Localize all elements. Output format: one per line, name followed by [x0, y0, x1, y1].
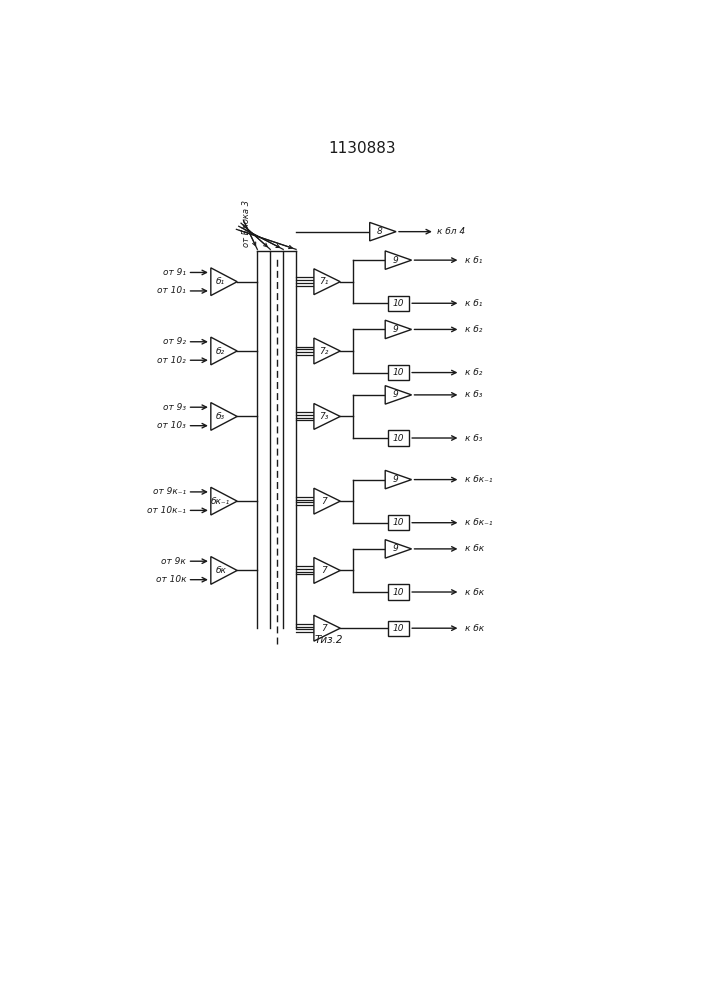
Text: 7₂: 7₂	[319, 347, 329, 356]
Text: 10: 10	[392, 624, 404, 633]
Text: от Блока 3: от Блока 3	[242, 200, 251, 247]
Text: 7: 7	[321, 566, 327, 575]
Text: к бк₋₁: к бк₋₁	[465, 475, 493, 484]
Text: к б₁: к б₁	[465, 299, 482, 308]
Polygon shape	[314, 338, 340, 364]
Text: 7: 7	[321, 624, 327, 633]
Polygon shape	[314, 404, 340, 429]
Text: к б₁: к б₁	[465, 256, 482, 265]
Text: от 10к: от 10к	[156, 575, 186, 584]
Text: 7: 7	[321, 497, 327, 506]
Polygon shape	[211, 337, 237, 365]
Text: 10: 10	[392, 518, 404, 527]
Text: 10: 10	[392, 368, 404, 377]
Text: от 10₂: от 10₂	[157, 356, 186, 365]
Bar	[387, 430, 409, 446]
Text: бк: бк	[215, 566, 226, 575]
Bar	[387, 365, 409, 380]
Text: к бл 4: к бл 4	[437, 227, 465, 236]
Bar	[387, 515, 409, 530]
Text: 8: 8	[377, 227, 382, 236]
Text: к бк: к бк	[465, 624, 484, 633]
Text: 10: 10	[392, 588, 404, 597]
Text: 9: 9	[392, 390, 398, 399]
Text: к б₃: к б₃	[465, 390, 482, 399]
Text: Τиз.2: Τиз.2	[315, 635, 343, 645]
Text: от 9₂: от 9₂	[163, 337, 186, 346]
Text: от 9₁: от 9₁	[163, 268, 186, 277]
Text: 9: 9	[392, 475, 398, 484]
Polygon shape	[314, 558, 340, 583]
Polygon shape	[314, 488, 340, 514]
Polygon shape	[314, 269, 340, 295]
Polygon shape	[211, 403, 237, 430]
Polygon shape	[385, 251, 411, 269]
Polygon shape	[211, 557, 237, 584]
Text: 9: 9	[392, 325, 398, 334]
Text: 7₃: 7₃	[319, 412, 329, 421]
Polygon shape	[385, 386, 411, 404]
Text: б₁: б₁	[216, 277, 226, 286]
Polygon shape	[211, 268, 237, 296]
Text: 10: 10	[392, 434, 404, 443]
Text: 1130883: 1130883	[328, 141, 396, 156]
Text: от 9к₋₁: от 9к₋₁	[153, 487, 186, 496]
Polygon shape	[385, 470, 411, 489]
Polygon shape	[314, 615, 340, 641]
Text: от 9к: от 9к	[161, 557, 186, 566]
Text: к б₂: к б₂	[465, 325, 482, 334]
Text: к бк₋₁: к бк₋₁	[465, 518, 493, 527]
Text: 9: 9	[392, 544, 398, 553]
Bar	[387, 296, 409, 311]
Polygon shape	[385, 320, 411, 339]
Text: от 10к₋₁: от 10к₋₁	[147, 506, 186, 515]
Polygon shape	[211, 487, 237, 515]
Text: от 10₃: от 10₃	[157, 421, 186, 430]
Text: от 9₃: от 9₃	[163, 403, 186, 412]
Text: от 10₁: от 10₁	[157, 286, 186, 295]
Text: б₃: б₃	[216, 412, 226, 421]
Text: к б₃: к б₃	[465, 434, 482, 443]
Text: к б₂: к б₂	[465, 368, 482, 377]
Text: 7₁: 7₁	[319, 277, 329, 286]
Polygon shape	[385, 540, 411, 558]
Bar	[387, 620, 409, 636]
Text: 9: 9	[392, 256, 398, 265]
Text: б₂: б₂	[216, 347, 226, 356]
Text: 10: 10	[392, 299, 404, 308]
Text: бк₋₁: бк₋₁	[211, 497, 230, 506]
Text: к бк: к бк	[465, 544, 484, 553]
Text: к бк: к бк	[465, 588, 484, 597]
Bar	[387, 584, 409, 600]
Polygon shape	[370, 222, 396, 241]
